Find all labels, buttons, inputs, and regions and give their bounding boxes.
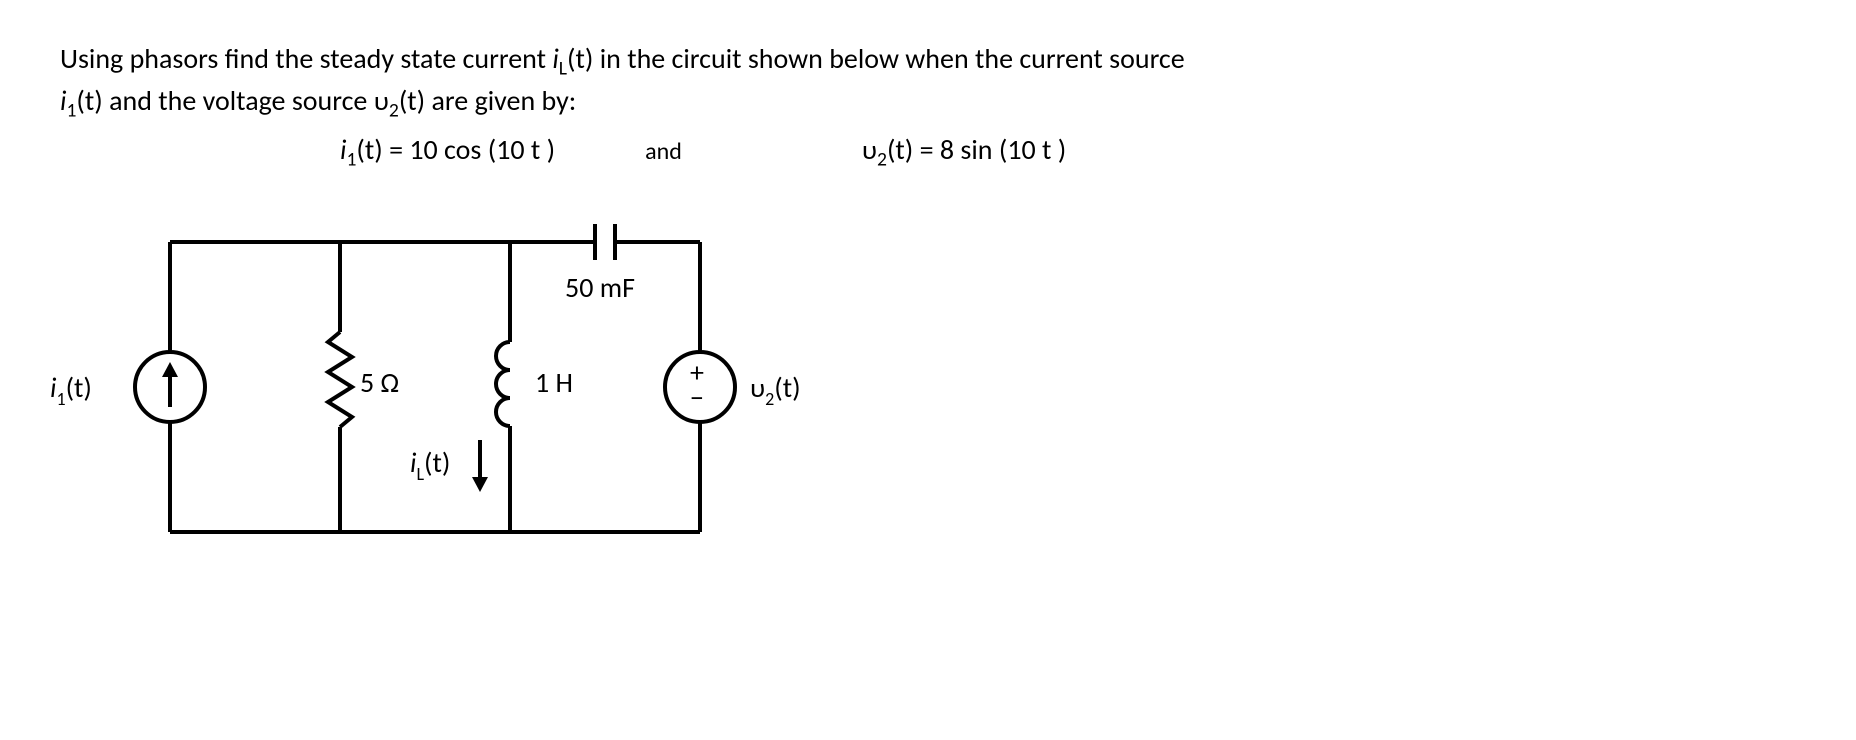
and-word: and xyxy=(645,137,682,166)
vsrc-minus: − xyxy=(690,380,704,415)
eq2-body: (t) = 8 sin (10 t ) xyxy=(887,132,1066,167)
text-line1a: Using phasors find the steady state curr… xyxy=(60,41,552,76)
i1-sub: 1 xyxy=(66,99,76,123)
iL-current-label: iL(t) xyxy=(410,445,450,485)
eq1-body: (t) = 10 cos (10 t ) xyxy=(356,132,555,167)
equation-2: υ2(t) = 8 sin (10 t ) xyxy=(862,132,1066,172)
problem-statement: Using phasors find the steady state curr… xyxy=(60,40,1796,124)
text-line2c: (t) are given by: xyxy=(399,83,576,118)
eq2-sub: 2 xyxy=(877,148,887,172)
inductor-label: 1 H xyxy=(535,365,573,400)
src1-label: i1(t) xyxy=(50,370,92,410)
v2-sub: 2 xyxy=(389,99,399,123)
circuit-diagram: i1(t) 5 Ω 1 H iL(t) 50 mF + − υ2(t) xyxy=(40,202,1796,582)
inductor-symbol xyxy=(496,342,510,426)
iL-arrow-head xyxy=(472,477,488,492)
equation-1: i1(t) = 10 cos (10 t ) xyxy=(340,132,555,172)
resistor-symbol xyxy=(328,332,352,427)
iL-sub: L xyxy=(559,57,567,81)
eq1-sub: 1 xyxy=(346,148,356,172)
text-line2b: (t) and the voltage source xyxy=(76,83,373,118)
capacitor-label: 50 mF xyxy=(565,270,635,305)
resistor-label: 5 Ω xyxy=(360,365,399,400)
text-line1b: (t) in the circuit shown below when the … xyxy=(567,41,1185,76)
circuit-svg: i1(t) 5 Ω 1 H iL(t) 50 mF + − υ2(t) xyxy=(40,202,940,582)
src1-arrow-head xyxy=(162,362,178,377)
equations-row: i1(t) = 10 cos (10 t ) and υ2(t) = 8 sin… xyxy=(340,132,1796,172)
v2-symbol: υ xyxy=(374,83,389,118)
src2-label: υ2(t) xyxy=(750,370,801,410)
eq2-sym: υ xyxy=(862,132,877,167)
